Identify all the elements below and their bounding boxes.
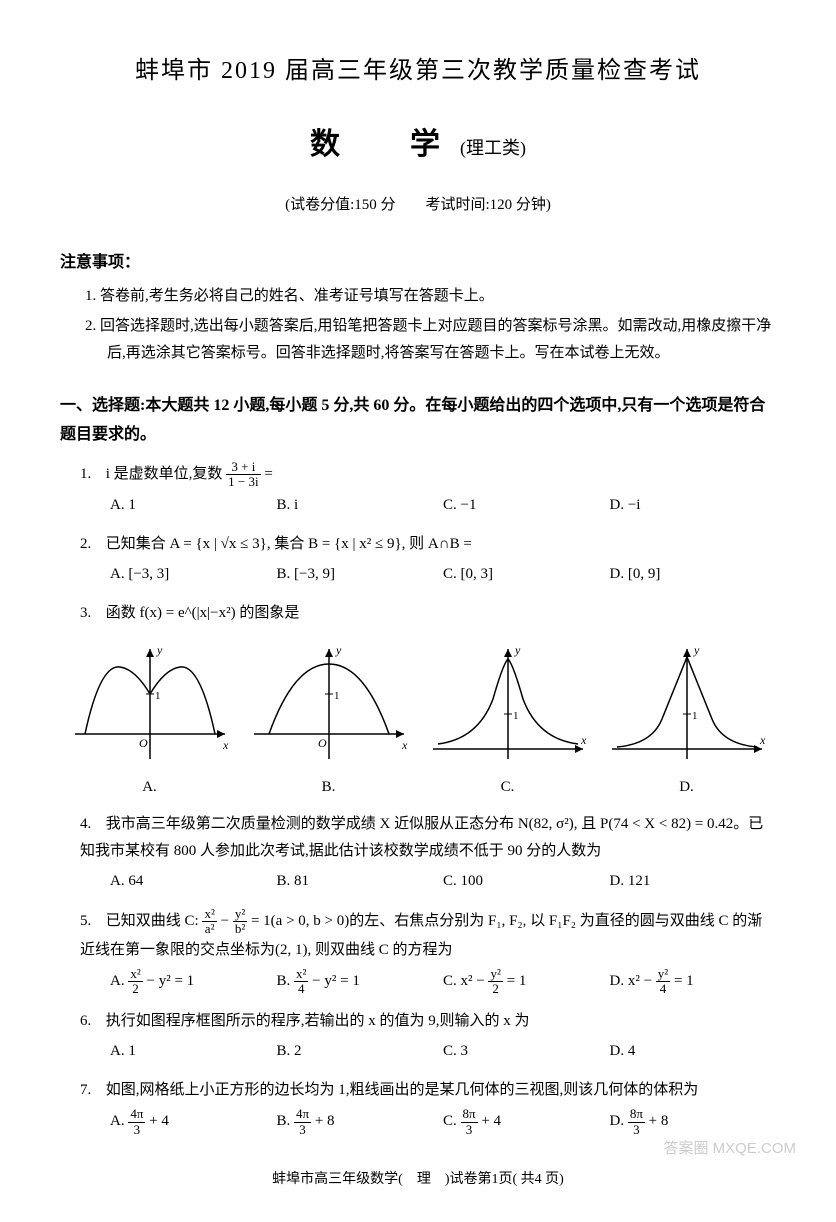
question-3: 3. 函数 f(x) = e^(|x|−x²) 的图象是 [80,600,776,627]
svg-text:1: 1 [155,690,161,702]
option-d: D. [0, 9] [610,561,777,588]
chart-c: x y 1 [423,639,593,769]
option-d: D. 8π3 + 8 [610,1107,777,1137]
option-c: C. 8π3 + 4 [443,1107,610,1137]
q-text: 如图,网格纸上小正方形的边长均为 1,粗线画出的是某几何体的三视图,则该几何体的… [106,1082,699,1098]
options: A. 64 B. 81 C. 100 D. 121 [110,868,776,895]
notice-header: 注意事项： [60,249,776,278]
q-text: 我市高三年级第二次质量检测的数学成绩 X 近似服从正态分布 N(82, σ²),… [80,816,763,859]
subject-name: 数 学 [310,128,460,161]
q-text: 执行如图程序框图所示的程序,若输出的 x 的值为 9,则输入的 x 为 [106,1013,530,1029]
svg-text:1: 1 [513,710,519,722]
q-number: 1. [80,461,102,488]
watermark: 答案圈 MXQE.COM [663,1135,796,1162]
option-d: D. 121 [610,868,777,895]
svg-text:O: O [318,736,327,750]
question-6: 6. 执行如图程序框图所示的程序,若输出的 x 的值为 9,则输入的 x 为 A… [80,1008,776,1065]
chart-labels: A. B. C. D. [60,774,776,801]
question-4: 4. 我市高三年级第二次质量检测的数学成绩 X 近似服从正态分布 N(82, σ… [80,811,776,895]
option-c: C. 100 [443,868,610,895]
options: A. 1 B. 2 C. 3 D. 4 [110,1038,776,1065]
svg-text:x: x [580,733,587,747]
svg-text:y: y [693,643,700,657]
q-number: 5. [80,908,102,935]
option-d: D. 4 [610,1038,777,1065]
option-c: C. 3 [443,1038,610,1065]
q-number: 6. [80,1008,102,1035]
option-a: A. 1 [110,492,277,519]
q-number: 4. [80,811,102,838]
option-a: A. 1 [110,1038,277,1065]
chart-b: x y O 1 [244,639,414,769]
question-1: 1. i 是虚数单位,复数 3 + i 1 − 3i = A. 1 B. i C… [80,460,776,520]
options: A. x²2 − y² = 1 B. x²4 − y² = 1 C. x² − … [110,967,776,997]
chart-label-a: A. [65,774,235,801]
chart-d: x y 1 [602,639,772,769]
svg-text:O: O [139,736,148,750]
notice-item: 2. 回答选择题时,选出每小题答案后,用铅笔把答题卡上对应题目的答案标号涂黑。如… [85,313,776,367]
option-b: B. [−3, 9] [277,561,444,588]
options: A. 4π3 + 4 B. 4π3 + 8 C. 8π3 + 4 D. 8π3 … [110,1107,776,1137]
svg-text:y: y [514,643,521,657]
option-a: A. 4π3 + 4 [110,1107,277,1137]
options: A. [−3, 3] B. [−3, 9] C. [0, 3] D. [0, 9… [110,561,776,588]
option-b: B. x²4 − y² = 1 [277,967,444,997]
q-text: i 是虚数单位,复数 [106,466,223,482]
page-footer: 蚌埠市高三年级数学( 理 )试卷第1页( 共4 页) [60,1167,776,1192]
notice-item: 1. 答卷前,考生务必将自己的姓名、准考证号填写在答题卡上。 [85,283,776,310]
svg-text:x: x [222,738,229,752]
svg-text:1: 1 [334,690,340,702]
question-5: 5. 已知双曲线 C: x²a² − y²b² = 1(a > 0, b > 0… [80,907,776,996]
option-c: C. −1 [443,492,610,519]
option-b: B. i [277,492,444,519]
option-b: B. 2 [277,1038,444,1065]
q-number: 3. [80,600,102,627]
q-text-pre: 已知双曲线 C: [106,913,203,929]
fraction: x²a² [202,907,216,937]
option-a: A. x²2 − y² = 1 [110,967,277,997]
option-c: C. x² − y²2 = 1 [443,967,610,997]
chart-label-d: D. [602,774,772,801]
svg-text:x: x [401,738,408,752]
subject-title: 数 学(理工类) [60,118,776,172]
svg-text:x: x [759,733,766,747]
subject-type: (理工类) [460,138,526,158]
option-d: D. x² − y²4 = 1 [610,967,777,997]
option-b: B. 4π3 + 8 [277,1107,444,1137]
question-7: 7. 如图,网格纸上小正方形的边长均为 1,粗线画出的是某几何体的三视图,则该几… [80,1077,776,1137]
option-b: B. 81 [277,868,444,895]
svg-text:1: 1 [692,710,698,722]
svg-text:y: y [156,643,163,657]
chart-label-b: B. [244,774,414,801]
option-d: D. −i [610,492,777,519]
q-number: 2. [80,531,102,558]
option-a: A. 64 [110,868,277,895]
exam-info: (试卷分值:150 分 考试时间:120 分钟) [60,192,776,219]
fraction: y²b² [233,907,247,937]
question-2: 2. 已知集合 A = {x | √x ≤ 3}, 集合 B = {x | x²… [80,531,776,588]
chart-label-c: C. [423,774,593,801]
option-a: A. [−3, 3] [110,561,277,588]
section-1-header: 一、选择题:本大题共 12 小题,每小题 5 分,共 60 分。在每小题给出的四… [60,392,776,450]
q-text: 函数 f(x) = e^(|x|−x²) 的图象是 [106,605,300,621]
chart-a: x y O 1 [65,639,235,769]
options: A. 1 B. i C. −1 D. −i [110,492,776,519]
option-c: C. [0, 3] [443,561,610,588]
q-number: 7. [80,1077,102,1104]
chart-row: x y O 1 x y O 1 x y 1 x y [60,639,776,769]
q-tail: = [264,466,272,482]
exam-title: 蚌埠市 2019 届高三年级第三次教学质量检查考试 [60,50,776,93]
notice-list: 1. 答卷前,考生务必将自己的姓名、准考证号填写在答题卡上。 2. 回答选择题时… [85,283,776,367]
svg-text:y: y [335,643,342,657]
q-text: 已知集合 A = {x | √x ≤ 3}, 集合 B = {x | x² ≤ … [106,536,472,552]
fraction: 3 + i 1 − 3i [226,460,260,490]
